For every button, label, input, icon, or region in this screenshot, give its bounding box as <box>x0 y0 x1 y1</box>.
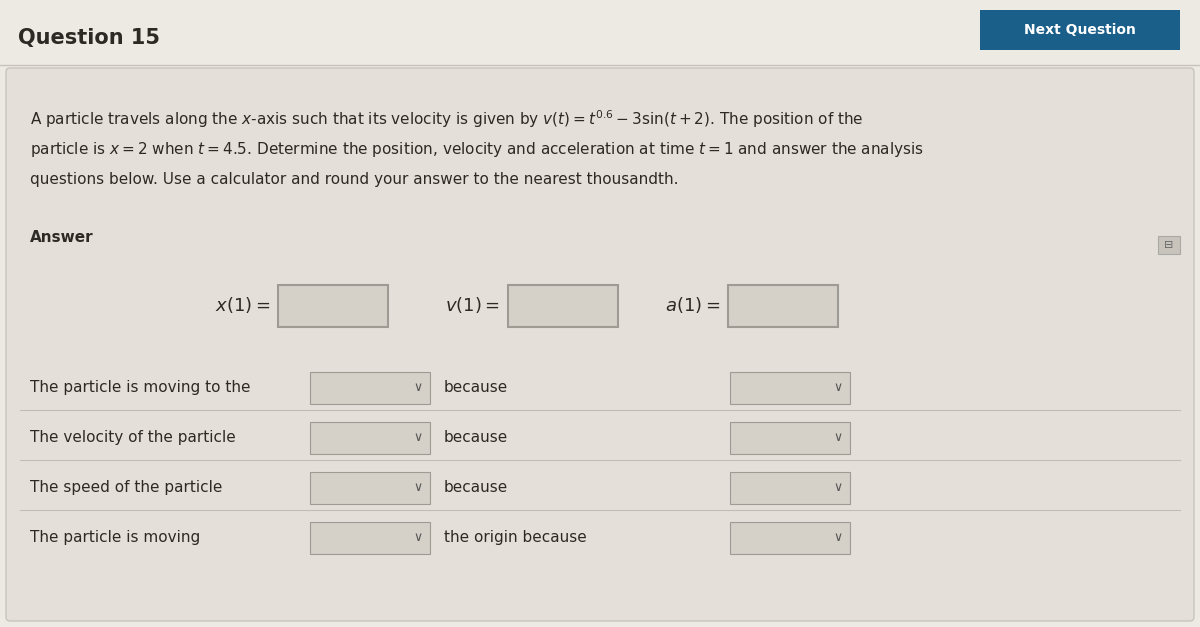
FancyBboxPatch shape <box>278 285 388 327</box>
Text: A particle travels along the $x$-axis such that its velocity is given by $v(t) =: A particle travels along the $x$-axis su… <box>30 108 864 130</box>
Text: ∨: ∨ <box>834 531 842 544</box>
Text: ∨: ∨ <box>834 481 842 494</box>
Text: $v(1) =$: $v(1) =$ <box>445 295 500 315</box>
FancyBboxPatch shape <box>728 285 838 327</box>
Text: ∨: ∨ <box>834 381 842 394</box>
Text: ∨: ∨ <box>414 431 422 444</box>
Text: ∨: ∨ <box>414 381 422 394</box>
Text: Answer: Answer <box>30 230 94 245</box>
Text: particle is $x = 2$ when $t = 4.5$. Determine the position, velocity and acceler: particle is $x = 2$ when $t = 4.5$. Dete… <box>30 140 924 159</box>
FancyBboxPatch shape <box>980 10 1180 50</box>
FancyBboxPatch shape <box>508 285 618 327</box>
Text: because: because <box>444 480 509 495</box>
Text: ∨: ∨ <box>834 431 842 444</box>
Text: the origin because: the origin because <box>444 530 587 545</box>
Text: $x(1) =$: $x(1) =$ <box>215 295 270 315</box>
FancyBboxPatch shape <box>730 372 850 404</box>
FancyBboxPatch shape <box>310 472 430 503</box>
Text: The speed of the particle: The speed of the particle <box>30 480 222 495</box>
Text: Question 15: Question 15 <box>18 28 160 48</box>
FancyBboxPatch shape <box>6 68 1194 621</box>
Text: The particle is moving: The particle is moving <box>30 530 200 545</box>
Text: The velocity of the particle: The velocity of the particle <box>30 430 235 445</box>
FancyBboxPatch shape <box>310 522 430 554</box>
Text: ∨: ∨ <box>414 531 422 544</box>
FancyBboxPatch shape <box>730 472 850 503</box>
Text: The particle is moving to the: The particle is moving to the <box>30 380 251 395</box>
Text: because: because <box>444 380 509 395</box>
Text: because: because <box>444 430 509 445</box>
FancyBboxPatch shape <box>1158 236 1180 254</box>
Text: Next Question: Next Question <box>1024 23 1136 37</box>
FancyBboxPatch shape <box>310 372 430 404</box>
Text: questions below. Use a calculator and round your answer to the nearest thousandt: questions below. Use a calculator and ro… <box>30 172 678 187</box>
Text: ⊟: ⊟ <box>1164 240 1174 250</box>
Text: ∨: ∨ <box>414 481 422 494</box>
Text: $a(1) =$: $a(1) =$ <box>665 295 720 315</box>
FancyBboxPatch shape <box>730 522 850 554</box>
FancyBboxPatch shape <box>730 421 850 453</box>
FancyBboxPatch shape <box>310 421 430 453</box>
